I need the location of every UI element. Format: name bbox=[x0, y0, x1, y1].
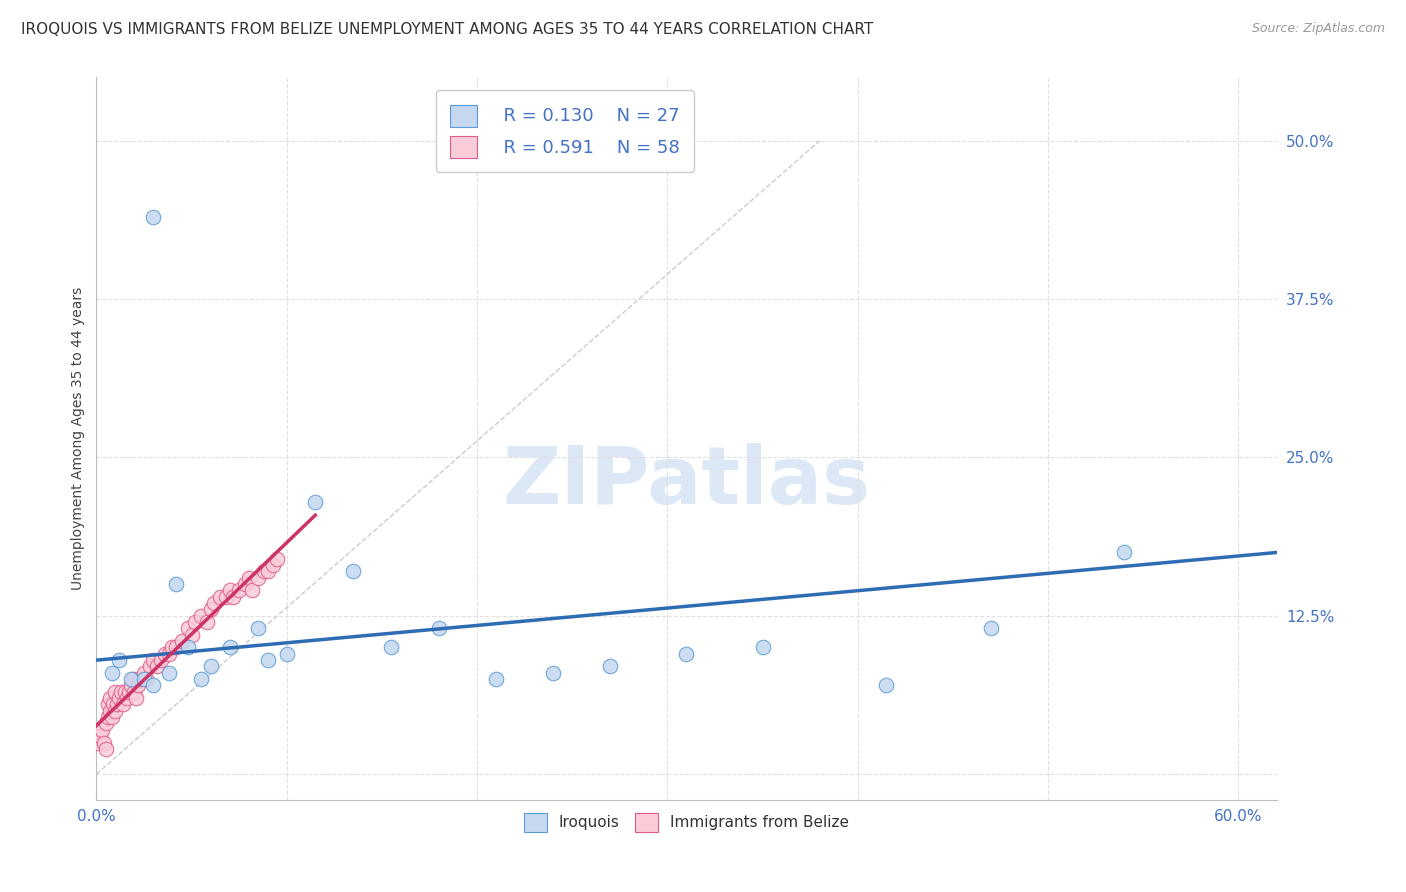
Point bbox=[262, 558, 284, 573]
Point bbox=[162, 640, 184, 655]
Point bbox=[980, 622, 1002, 636]
Point bbox=[104, 685, 127, 699]
Point bbox=[342, 565, 364, 579]
Point bbox=[132, 672, 155, 686]
Point bbox=[91, 723, 114, 737]
Point bbox=[485, 672, 508, 686]
Legend: Iroquois, Immigrants from Belize: Iroquois, Immigrants from Belize bbox=[512, 801, 862, 844]
Point bbox=[190, 608, 212, 623]
Point bbox=[1114, 545, 1136, 559]
Point bbox=[238, 571, 260, 585]
Point bbox=[124, 685, 146, 699]
Point bbox=[98, 704, 121, 718]
Point bbox=[751, 640, 773, 655]
Point bbox=[132, 665, 155, 680]
Point bbox=[875, 678, 897, 692]
Point bbox=[120, 678, 142, 692]
Point bbox=[177, 622, 200, 636]
Point bbox=[100, 665, 122, 680]
Point bbox=[114, 685, 136, 699]
Point bbox=[87, 735, 110, 749]
Point bbox=[266, 551, 288, 566]
Point bbox=[541, 665, 564, 680]
Point bbox=[253, 565, 276, 579]
Point bbox=[110, 685, 132, 699]
Point bbox=[142, 678, 165, 692]
Point bbox=[247, 571, 270, 585]
Y-axis label: Unemployment Among Ages 35 to 44 years: Unemployment Among Ages 35 to 44 years bbox=[72, 287, 86, 591]
Point bbox=[115, 691, 138, 706]
Point bbox=[108, 691, 131, 706]
Point bbox=[165, 577, 187, 591]
Point bbox=[157, 647, 180, 661]
Point bbox=[202, 596, 225, 610]
Point bbox=[180, 628, 202, 642]
Point bbox=[94, 716, 117, 731]
Text: Source: ZipAtlas.com: Source: ZipAtlas.com bbox=[1251, 22, 1385, 36]
Point bbox=[93, 735, 115, 749]
Point bbox=[256, 565, 278, 579]
Point bbox=[103, 698, 125, 712]
Text: IROQUOIS VS IMMIGRANTS FROM BELIZE UNEMPLOYMENT AMONG AGES 35 TO 44 YEARS CORREL: IROQUOIS VS IMMIGRANTS FROM BELIZE UNEMP… bbox=[21, 22, 873, 37]
Point bbox=[104, 704, 127, 718]
Point bbox=[142, 653, 165, 667]
Point bbox=[218, 583, 240, 598]
Point bbox=[218, 640, 240, 655]
Point bbox=[125, 691, 148, 706]
Point bbox=[89, 729, 111, 743]
Point bbox=[200, 659, 222, 673]
Point bbox=[142, 210, 165, 224]
Point bbox=[427, 622, 450, 636]
Point bbox=[97, 710, 120, 724]
Text: ZIPatlas: ZIPatlas bbox=[502, 442, 870, 521]
Point bbox=[599, 659, 621, 673]
Point bbox=[247, 622, 270, 636]
Point bbox=[215, 590, 238, 604]
Point bbox=[675, 647, 697, 661]
Point bbox=[150, 653, 173, 667]
Point bbox=[195, 615, 218, 629]
Point bbox=[153, 647, 176, 661]
Point bbox=[177, 640, 200, 655]
Point bbox=[233, 577, 256, 591]
Point bbox=[222, 590, 245, 604]
Point bbox=[146, 659, 169, 673]
Point bbox=[209, 590, 232, 604]
Point bbox=[100, 710, 122, 724]
Point bbox=[256, 653, 278, 667]
Point bbox=[129, 672, 152, 686]
Point bbox=[118, 685, 141, 699]
Point bbox=[120, 672, 142, 686]
Point bbox=[165, 640, 187, 655]
Point bbox=[138, 659, 160, 673]
Point bbox=[184, 615, 207, 629]
Point bbox=[127, 678, 149, 692]
Point bbox=[111, 698, 134, 712]
Point bbox=[135, 672, 157, 686]
Point bbox=[105, 698, 128, 712]
Point bbox=[157, 665, 180, 680]
Point bbox=[190, 672, 212, 686]
Point bbox=[121, 672, 143, 686]
Point bbox=[228, 583, 250, 598]
Point bbox=[98, 691, 121, 706]
Point bbox=[94, 742, 117, 756]
Point bbox=[276, 647, 298, 661]
Point bbox=[108, 653, 131, 667]
Point bbox=[97, 698, 120, 712]
Point bbox=[304, 495, 326, 509]
Point bbox=[170, 634, 193, 648]
Point bbox=[200, 602, 222, 616]
Point bbox=[242, 583, 264, 598]
Point bbox=[380, 640, 402, 655]
